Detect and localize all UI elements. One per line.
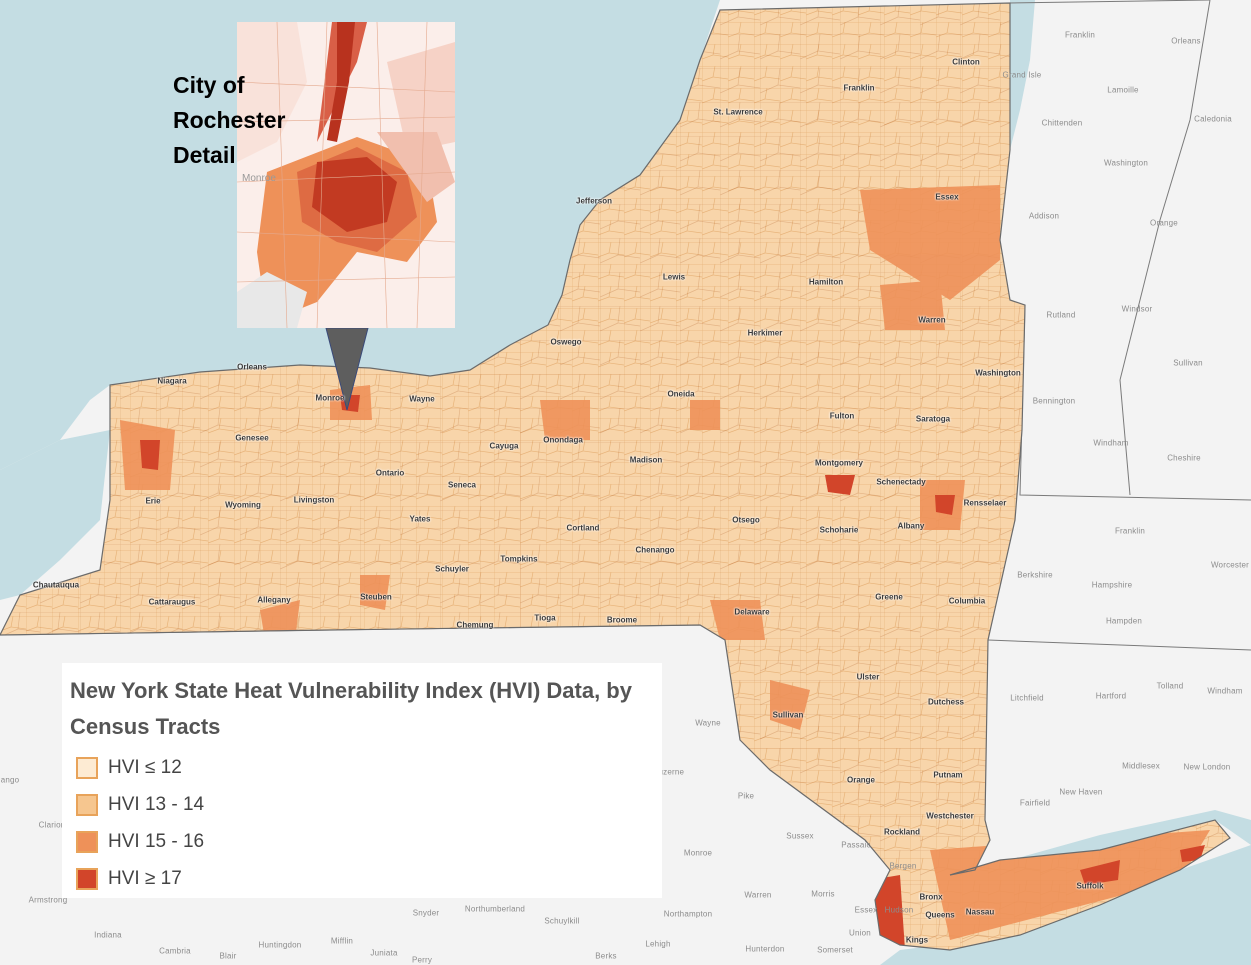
map-label: Cambria xyxy=(159,946,191,956)
map-label: Hartford xyxy=(1095,691,1127,701)
legend-swatch xyxy=(76,757,98,779)
map-label: Worcester xyxy=(1210,560,1250,570)
map-label: Middlesex xyxy=(1122,761,1160,771)
legend-label: HVI ≥ 17 xyxy=(108,868,182,889)
map-label: Schuylkill xyxy=(544,916,580,926)
inset-title-line: City of xyxy=(173,72,245,98)
map-label: ango xyxy=(0,775,20,785)
map-label: Hampshire xyxy=(1091,580,1133,590)
map-label: Washington xyxy=(1104,158,1148,168)
map-label: Bergen xyxy=(889,861,917,871)
map-label: Essex xyxy=(854,905,878,915)
map-label: Orleans xyxy=(1171,36,1201,46)
map-label: Chittenden xyxy=(1041,118,1083,128)
map-label: Northumberland xyxy=(464,904,526,914)
legend-label: HVI 13 - 14 xyxy=(108,794,205,815)
inset-title-line: Rochester xyxy=(173,107,286,133)
map-label: Orange xyxy=(1150,218,1178,228)
atlantic xyxy=(880,845,1251,965)
legend-title: New York State Heat Vulnerability Index … xyxy=(70,678,632,739)
map-label: Franklin xyxy=(1064,30,1096,40)
legend-swatch xyxy=(76,794,98,816)
map-label: Huntingdon xyxy=(258,940,302,950)
map-label: Morris xyxy=(811,889,835,899)
map-label: Windham xyxy=(1207,686,1243,696)
map-label: Hudson xyxy=(884,905,914,915)
map-label: Hunterdon xyxy=(745,944,785,954)
legend-swatch xyxy=(76,831,98,853)
map-label: Bennington xyxy=(1032,396,1076,406)
map-label: Wayne xyxy=(695,718,721,728)
map-label: New Haven xyxy=(1059,787,1103,797)
map-label: Hampden xyxy=(1105,616,1143,626)
map-label: Warren xyxy=(744,890,772,900)
inset-title: City of Rochester Detail xyxy=(173,68,285,173)
legend: New York State Heat Vulnerability Index … xyxy=(62,663,662,898)
inset-title-line: Detail xyxy=(173,142,236,168)
legend-swatch xyxy=(76,868,98,890)
map-label: Caledonia xyxy=(1194,114,1232,124)
legend-item[interactable]: HVI 13 - 14 xyxy=(76,792,204,818)
map-label: Cheshire xyxy=(1167,453,1201,463)
map-label: Mifflin xyxy=(330,936,354,946)
map-label: Tolland xyxy=(1156,681,1184,691)
map-label: Windsor xyxy=(1121,304,1153,314)
map-label: Blair xyxy=(219,951,237,961)
map-label: Addison xyxy=(1028,211,1060,221)
legend-label: HVI ≤ 12 xyxy=(108,757,182,778)
map-label: Fairfield xyxy=(1019,798,1051,808)
map-label: Lehigh xyxy=(645,939,671,949)
map-label: Pike xyxy=(737,791,755,801)
map-label: Berkshire xyxy=(1017,570,1053,580)
map-label: Litchfield xyxy=(1010,693,1044,703)
map-label: Lamoille xyxy=(1107,85,1139,95)
map-label: Luzerne xyxy=(653,767,685,777)
map-label: Clarion xyxy=(38,820,66,830)
inset-pointer xyxy=(325,327,369,411)
legend-item[interactable]: HVI 15 - 16 xyxy=(76,829,204,855)
rochester-inset: Monroe xyxy=(237,22,455,328)
map-label: New London xyxy=(1183,762,1231,772)
map-label: Sussex xyxy=(786,831,814,841)
map-label: Grand Isle xyxy=(1002,70,1042,80)
map-label: Perry xyxy=(411,955,433,965)
legend-item[interactable]: HVI ≤ 12 xyxy=(76,755,182,781)
map-label: Snyder xyxy=(412,908,440,918)
map-label: Indiana xyxy=(94,930,122,940)
map-label: Juniata xyxy=(370,948,398,958)
map-label: Sullivan xyxy=(1173,358,1203,368)
map-label: Rutland xyxy=(1046,310,1076,320)
map-label: Northampton xyxy=(663,909,713,919)
map-label: Union xyxy=(849,928,871,938)
lake-erie xyxy=(0,430,110,600)
map-label: Berks xyxy=(595,951,617,961)
inset-place-label: Monroe xyxy=(242,173,276,184)
map-label: Windham xyxy=(1093,438,1129,448)
map-label: Passaic xyxy=(841,840,871,850)
map-label: Armstrong xyxy=(28,895,68,905)
map-label: Franklin xyxy=(1114,526,1146,536)
map-label: Monroe xyxy=(683,848,713,858)
map-label: Somerset xyxy=(817,945,853,955)
legend-label: HVI 15 - 16 xyxy=(108,831,205,852)
lake-champlain xyxy=(1010,0,1035,150)
legend-item[interactable]: HVI ≥ 17 xyxy=(76,866,182,892)
